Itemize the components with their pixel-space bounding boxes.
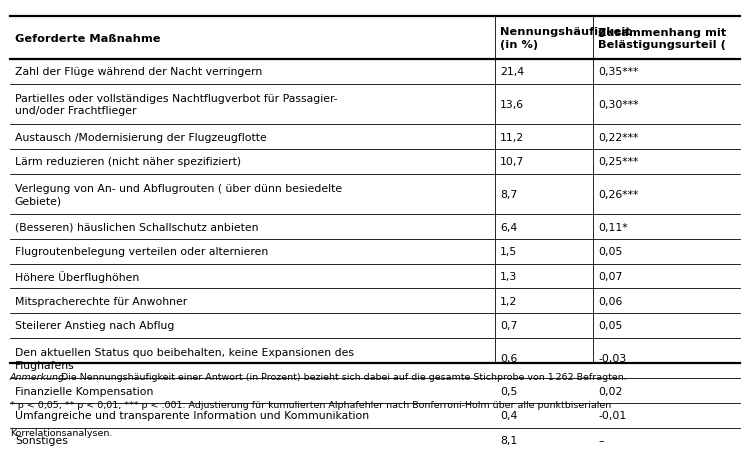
Text: 0,26***: 0,26*** <box>598 190 639 200</box>
Text: –: – <box>598 435 604 445</box>
Text: Verlegung von An- und Abflugrouten ( über dünn besiedelte
Gebiete): Verlegung von An- und Abflugrouten ( übe… <box>15 183 342 206</box>
Text: Finanzielle Kompensation: Finanzielle Kompensation <box>15 386 154 396</box>
Text: Zahl der Flüge während der Nacht verringern: Zahl der Flüge während der Nacht verring… <box>15 67 262 77</box>
Text: 1,3: 1,3 <box>500 272 518 282</box>
Text: Geforderte Maßnahme: Geforderte Maßnahme <box>15 34 160 44</box>
Text: 0,35***: 0,35*** <box>598 67 639 77</box>
Text: Höhere Überflughöhen: Höhere Überflughöhen <box>15 271 139 283</box>
Text: 11,2: 11,2 <box>500 132 524 142</box>
Text: 13,6: 13,6 <box>500 100 524 110</box>
Text: 10,7: 10,7 <box>500 157 524 167</box>
Text: Sonstiges: Sonstiges <box>15 435 67 445</box>
Text: 8,1: 8,1 <box>500 435 518 445</box>
Text: 0,05: 0,05 <box>598 247 622 257</box>
Text: * p < 0,05, ** p < 0,01, *** p < .001. Adjustierung für kumulierten Alphafehler : * p < 0,05, ** p < 0,01, *** p < .001. A… <box>10 400 611 409</box>
Text: 0,22***: 0,22*** <box>598 132 639 142</box>
Text: 8,7: 8,7 <box>500 190 518 200</box>
Text: Umfangreiche und transparente Information und Kommunikation: Umfangreiche und transparente Informatio… <box>15 410 369 420</box>
Text: Lärm reduzieren (nicht näher spezifiziert): Lärm reduzieren (nicht näher spezifizier… <box>15 157 241 167</box>
Text: 21,4: 21,4 <box>500 67 524 77</box>
Text: 0,30***: 0,30*** <box>598 100 639 110</box>
Text: 0,25***: 0,25*** <box>598 157 639 167</box>
Text: Korrelationsanalysen.: Korrelationsanalysen. <box>10 428 112 437</box>
Text: -0,03: -0,03 <box>598 354 627 364</box>
Text: Nennungshäufigkeit
(in %): Nennungshäufigkeit (in %) <box>500 27 631 50</box>
Text: Steilerer Anstieg nach Abflug: Steilerer Anstieg nach Abflug <box>15 321 175 331</box>
Text: 1,5: 1,5 <box>500 247 518 257</box>
Text: 0,4: 0,4 <box>500 410 518 420</box>
Text: Zusammenhang mit: Zusammenhang mit <box>598 27 727 37</box>
Text: 0,05: 0,05 <box>598 321 622 331</box>
Text: 0,02: 0,02 <box>598 386 622 396</box>
Text: Die Nennungshäufigkeit einer Antwort (in Prozent) bezieht sich dabei auf die ges: Die Nennungshäufigkeit einer Antwort (in… <box>58 372 627 381</box>
Text: 6,4: 6,4 <box>500 222 518 232</box>
Text: Partielles oder vollständiges Nachtflugverbot für Passagier-
und/oder Frachtflie: Partielles oder vollständiges Nachtflugv… <box>15 93 338 116</box>
Text: 0,06: 0,06 <box>598 296 622 306</box>
Text: Belästigungsurteil (: Belästigungsurteil ( <box>598 40 727 50</box>
Text: 0,5: 0,5 <box>500 386 518 396</box>
Text: 1,2: 1,2 <box>500 296 518 306</box>
Text: Mitspracherechte für Anwohner: Mitspracherechte für Anwohner <box>15 296 187 306</box>
Text: Den aktuellen Status quo beibehalten, keine Expansionen des
Flughafens: Den aktuellen Status quo beibehalten, ke… <box>15 347 354 370</box>
Text: 0,07: 0,07 <box>598 272 622 282</box>
Text: 0,7: 0,7 <box>500 321 518 331</box>
Text: Austausch /Modernisierung der Flugzeugflotte: Austausch /Modernisierung der Flugzeugfl… <box>15 132 267 142</box>
Text: -0,01: -0,01 <box>598 410 627 420</box>
Text: 0,6: 0,6 <box>500 354 518 364</box>
Text: Flugroutenbelegung verteilen oder alternieren: Flugroutenbelegung verteilen oder altern… <box>15 247 268 257</box>
Text: (Besseren) häuslichen Schallschutz anbieten: (Besseren) häuslichen Schallschutz anbie… <box>15 222 258 232</box>
Text: 0,11*: 0,11* <box>598 222 628 232</box>
Text: Anmerkung.: Anmerkung. <box>10 372 67 381</box>
